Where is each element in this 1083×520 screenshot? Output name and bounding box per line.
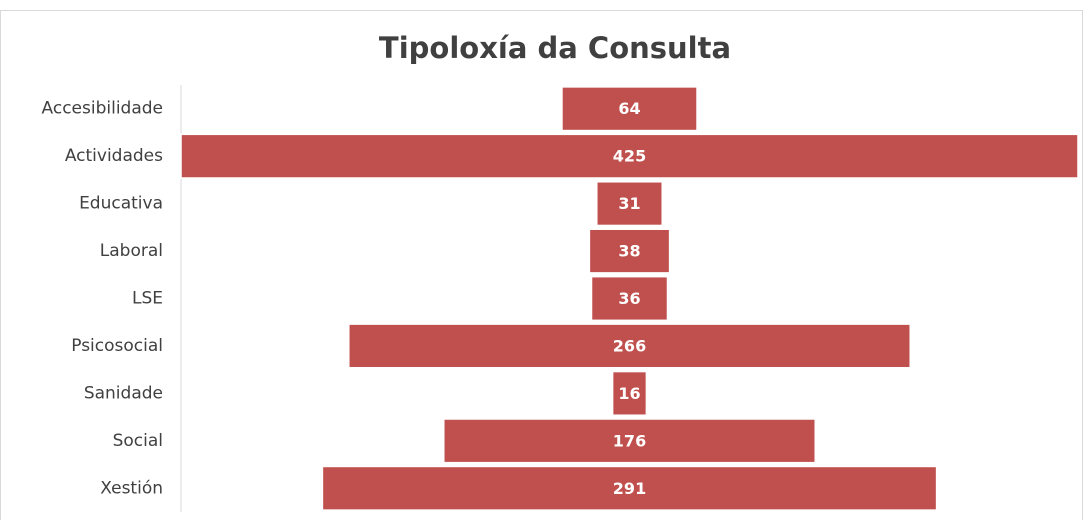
category-label: Educativa [79, 194, 163, 214]
data-label: 36 [618, 289, 640, 308]
category-label: LSE [132, 289, 163, 309]
data-label: 266 [613, 336, 646, 355]
bar [588, 228, 671, 274]
bar [611, 370, 648, 416]
chart-title: Tipoloxía da Consulta [379, 31, 731, 65]
category-label: Accesibilidade [42, 99, 163, 119]
data-label: 31 [618, 194, 640, 213]
category-label: Actividades [65, 146, 163, 166]
bar [561, 86, 698, 132]
bar [590, 275, 669, 322]
category-label: Psicosocial [71, 336, 163, 356]
bar [596, 181, 663, 227]
category-label: Xestión [100, 478, 163, 498]
category-label: Social [113, 431, 163, 451]
data-label: 64 [618, 99, 640, 118]
data-label: 425 [613, 147, 646, 166]
data-label: 176 [613, 431, 646, 450]
category-label: Sanidade [84, 383, 163, 403]
bar [180, 133, 1079, 179]
data-label: 16 [618, 384, 640, 403]
bar [348, 323, 911, 369]
bar [443, 418, 816, 464]
data-label: 38 [618, 242, 640, 261]
bar [321, 465, 938, 511]
category-label: Laboral [100, 241, 163, 261]
data-label: 291 [613, 479, 646, 498]
